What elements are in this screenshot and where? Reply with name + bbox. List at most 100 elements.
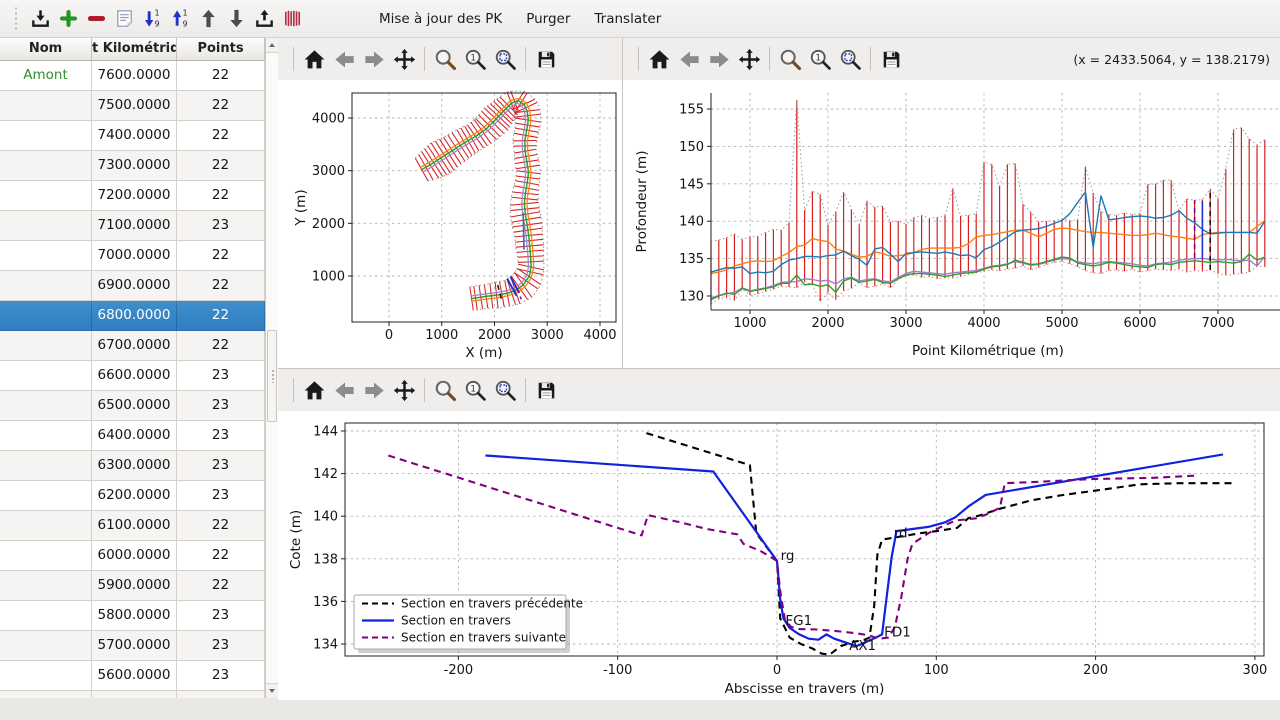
table-row[interactable]: 5600.0000 23 [0,661,265,691]
back-button[interactable] [674,43,704,75]
purge-button[interactable]: Purger [526,10,571,27]
cell-points: 22 [177,61,265,91]
pk-hatch-icon [284,10,300,27]
pk-sections-button[interactable] [278,4,306,34]
column-header-points[interactable]: Points [177,38,265,61]
forward-button[interactable] [704,43,734,75]
svg-text:3000: 3000 [312,164,345,179]
cell-nom [0,511,92,541]
zoom-button[interactable] [775,43,805,75]
svg-text:3000: 3000 [889,316,922,331]
scroll-down-button[interactable] [266,683,278,698]
column-header-pk[interactable]: t Kilométrique [92,38,177,61]
table-row[interactable]: 5900.0000 22 [0,571,265,601]
profile-axes-labels: 1000 2000 3000 4000 5000 6000 7000 130 135 140 145… [634,103,1235,360]
table-row[interactable]: 7200.0000 22 [0,181,265,211]
column-header-nom[interactable]: Nom [0,38,92,61]
save-button[interactable] [531,374,561,406]
home-icon [304,49,324,68]
svg-text:155: 155 [679,103,704,118]
back-button[interactable] [329,374,359,406]
forward-button[interactable] [359,43,389,75]
cell-nom [0,151,92,181]
table-row[interactable]: 6400.0000 23 [0,421,265,451]
save-button[interactable] [876,43,906,75]
translate-button[interactable]: Translater [594,10,662,27]
svg-text:0: 0 [773,663,781,678]
add-section-button[interactable] [54,4,82,34]
home-button[interactable] [644,43,674,75]
import-button[interactable] [26,4,54,34]
svg-text:Section en travers précédente: Section en travers précédente [401,597,583,611]
move-up-button[interactable] [194,4,222,34]
svg-text:142: 142 [313,467,338,482]
table-row[interactable]: 6800.0000 22 [0,301,265,331]
table-row[interactable]: 7500.0000 22 [0,91,265,121]
cross-series-1 [485,453,1224,648]
map-canvas[interactable]: 0 1000 2000 3000 4000 1000 2000 3000 4000 X (m) Y … [278,80,622,368]
zoom-one-button[interactable]: 1 [805,43,835,75]
profile-figure: 1 (x = 2433.5064, y = 138.2179) 1000 2000… [622,38,1280,368]
svg-text:0: 0 [385,328,393,343]
pan-button[interactable] [389,43,419,75]
cell-nom [0,361,92,391]
svg-text:4000: 4000 [583,328,616,343]
back-button[interactable] [329,43,359,75]
table-row[interactable]: 7300.0000 22 [0,151,265,181]
scroll-up-button[interactable] [266,38,278,53]
pan-button[interactable] [389,374,419,406]
svg-text:145: 145 [679,177,704,192]
table-row[interactable]: 6000.0000 22 [0,541,265,571]
delete-section-button[interactable] [82,4,110,34]
scroll-down-icon [269,689,275,693]
table-row[interactable]: 6100.0000 22 [0,511,265,541]
forward-button[interactable] [359,374,389,406]
table-row[interactable]: 7000.0000 22 [0,241,265,271]
back-icon [679,50,699,68]
cross-legend: Section en travers précédente Section en … [353,594,583,653]
cell-points: 23 [177,391,265,421]
cell-points: 22 [177,301,265,331]
cell-nom [0,181,92,211]
table-row[interactable]: 6900.0000 22 [0,271,265,301]
zoom-rect-button[interactable] [490,43,520,75]
table-row[interactable]: 5800.0000 23 [0,601,265,631]
table-body: Amont 7600.0000 22 7500.0000 22 7400.0000 22 73… [0,61,265,698]
cell-pk: 7100.0000 [92,211,177,241]
home-button[interactable] [299,374,329,406]
zoom-rect-button[interactable] [835,43,865,75]
table-row[interactable]: 7400.0000 22 [0,121,265,151]
zoom-one-button[interactable]: 1 [460,374,490,406]
update-pk-button[interactable]: Mise à jour des PK [379,10,503,27]
cross-section-canvas[interactable]: rg FG1 AX1 FD1 rd -200 -100 0 100 200 300 134 136 138… [278,411,1280,700]
svg-text:100: 100 [924,663,949,678]
table-row[interactable]: Amont 7600.0000 22 [0,61,265,91]
export-button[interactable] [250,4,278,34]
pan-icon [393,379,415,401]
zoom-button[interactable] [430,374,460,406]
zoom-one-button[interactable]: 1 [460,43,490,75]
zoom-button[interactable] [430,43,460,75]
table-row[interactable]: 7100.0000 23 [0,211,265,241]
table-row[interactable]: 6200.0000 23 [0,481,265,511]
svg-text:9: 9 [182,20,187,29]
edit-notes-button[interactable] [110,4,138,34]
table-row[interactable]: 5700.0000 23 [0,631,265,661]
save-button[interactable] [531,43,561,75]
profile-canvas[interactable]: 1000 2000 3000 4000 5000 6000 7000 130 135 140 145… [623,80,1280,368]
table-row[interactable]: 6500.0000 23 [0,391,265,421]
table-scrollbar[interactable] [265,38,278,698]
cell-nom [0,601,92,631]
home-button[interactable] [299,43,329,75]
table-row[interactable]: 6300.0000 23 [0,451,265,481]
move-down-button[interactable] [222,4,250,34]
pan-button[interactable] [734,43,764,75]
toolbar-grip[interactable] [14,5,18,32]
table-row[interactable]: 6600.0000 23 [0,361,265,391]
cell-points: 23 [177,601,265,631]
table-row[interactable]: 6700.0000 22 [0,331,265,361]
zoom-rect-button[interactable] [490,374,520,406]
scrollbar-thumb[interactable] [267,330,277,422]
